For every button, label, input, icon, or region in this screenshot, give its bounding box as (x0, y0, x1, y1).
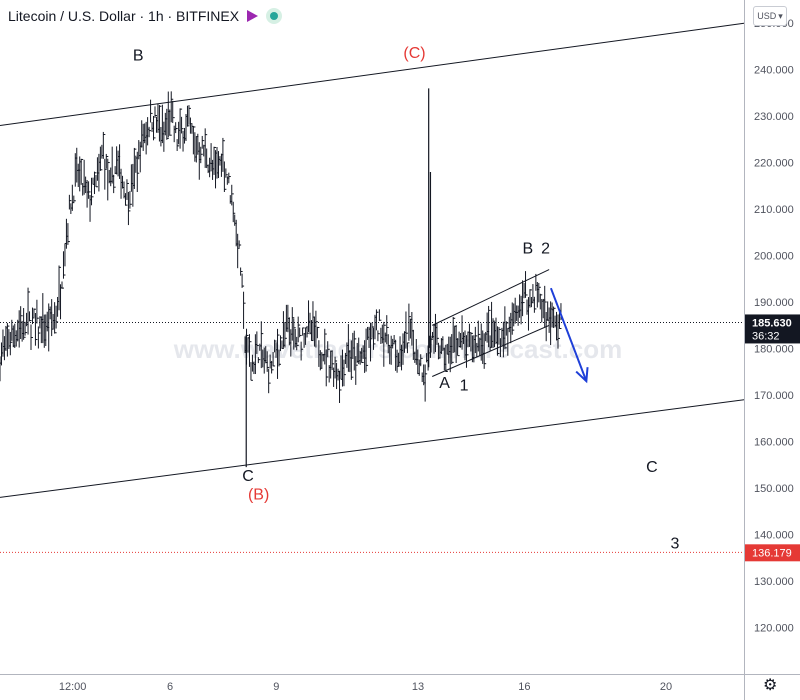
price-tick-label: 180.000 (754, 344, 794, 356)
wave-label: C (646, 459, 658, 476)
price-tick-label: 160.000 (754, 437, 794, 449)
wave-label: (C) (403, 45, 425, 62)
time-tick-label: 9 (273, 681, 279, 693)
price-tick-label: 220.000 (754, 158, 794, 170)
wave-label: 3 (670, 535, 679, 552)
time-axis[interactable]: 12:00 6 9 13 16 20 (0, 674, 800, 694)
time-tick-label: 6 (167, 681, 173, 693)
price-axis[interactable]: 250.000240.000230.000220.000210.000200.0… (744, 0, 800, 700)
price-tick-label: 210.000 (754, 204, 794, 216)
wave-label: (B) (248, 487, 269, 504)
flag-icon[interactable] (247, 10, 259, 22)
target-price-tag[interactable] (745, 544, 800, 562)
last-price-label: 185.630 (752, 317, 792, 329)
projection-arrow-head (575, 367, 589, 384)
currency-button[interactable]: USD ▾ (753, 6, 787, 26)
wave-label: 1 (460, 377, 469, 394)
chart-header: Litecoin / U.S. Dollar · 1h · BITFINEX (8, 6, 283, 26)
wave-label: B (133, 47, 144, 64)
price-tick-label: 240.000 (754, 65, 794, 77)
price-tick-label: 150.000 (754, 483, 794, 495)
price-tick-label: 130.000 (754, 576, 794, 588)
wave-label: 2 (541, 240, 550, 257)
time-tick-label: 13 (412, 681, 424, 693)
wave-label: A (439, 375, 450, 392)
last-price-tag[interactable] (745, 314, 800, 344)
lower-channel-line[interactable] (0, 399, 745, 498)
time-tick-label: 12:00 (59, 681, 87, 693)
market-status-icon (266, 8, 283, 24)
projection-arrow[interactable] (549, 287, 588, 382)
wedge-lower-line[interactable] (432, 324, 550, 377)
time-tick-label: 16 (518, 681, 530, 693)
chevron-down-icon: ▾ (778, 10, 783, 21)
price-tick-label: 230.000 (754, 111, 794, 123)
price-tick-label: 120.000 (754, 623, 794, 635)
upper-channel-line[interactable] (0, 22, 745, 126)
price-tick-label: 200.000 (754, 251, 794, 263)
time-tick-label: 20 (660, 681, 672, 693)
currency-label: USD (757, 11, 777, 21)
plot-area: www.wavetraders.com/forecast.com B (C)C(B… (0, 22, 745, 553)
target-price-label: 136.179 (752, 547, 792, 559)
wave-label: C (242, 468, 254, 485)
countdown-label: 36:32 (752, 330, 780, 342)
gear-icon[interactable]: ⚙ (763, 677, 778, 694)
price-tick-label: 190.000 (754, 297, 794, 309)
symbol-title[interactable]: Litecoin / U.S. Dollar · 1h · BITFINEX (8, 8, 240, 24)
price-tick-label: 170.000 (754, 390, 794, 402)
price-tick-label: 140.000 (754, 530, 794, 542)
wave-label: B (523, 240, 534, 257)
wedge-upper-line[interactable] (432, 269, 550, 326)
